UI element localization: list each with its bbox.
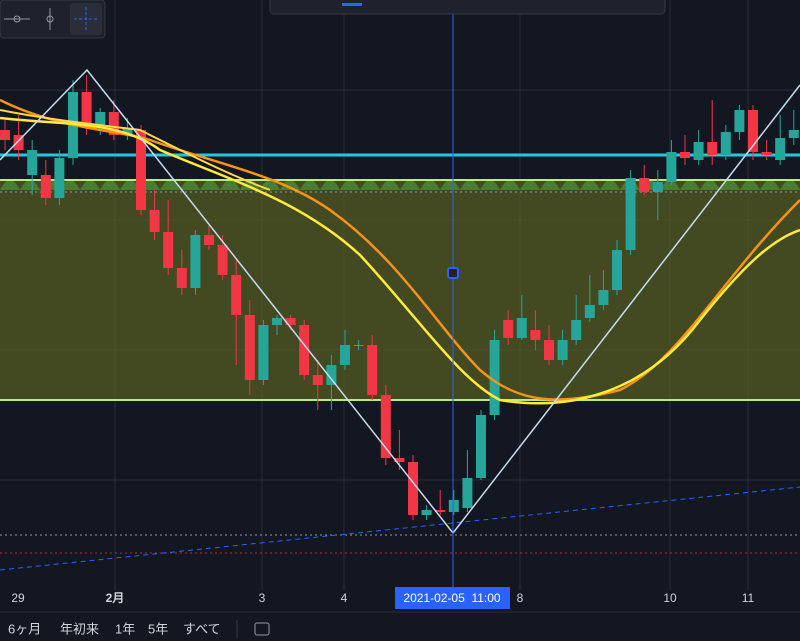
candle-body [312, 375, 323, 385]
moving-average [0, 116, 800, 405]
candle-body [612, 250, 622, 290]
candle-body [122, 128, 133, 135]
x-tick-label: 29 [11, 591, 25, 605]
moving-average [0, 109, 271, 191]
candle-body [625, 178, 636, 250]
candle-body [40, 175, 51, 198]
candle-body [176, 268, 187, 288]
candle-body [516, 318, 527, 338]
candle-body [272, 318, 282, 325]
candle-body [95, 112, 106, 125]
candle-body [81, 92, 92, 125]
candle-body [149, 210, 160, 232]
candle-body [503, 320, 514, 338]
anchor-handle[interactable] [447, 267, 459, 279]
candle-body [639, 178, 650, 192]
candle-body [0, 130, 10, 140]
candle-body [476, 415, 486, 478]
candle-body [285, 318, 296, 325]
candle-body [584, 305, 595, 318]
x-tick-label: 10 [663, 591, 677, 605]
range-button[interactable]: 年初来 [60, 621, 99, 636]
x-tick-label: 4 [341, 591, 348, 605]
candle-body [652, 182, 663, 192]
candle-body [571, 320, 582, 340]
candle-body [693, 142, 704, 160]
candle-body [13, 135, 24, 150]
range-button[interactable]: すべて [183, 621, 221, 636]
candle-body [788, 130, 799, 138]
candle-body [408, 462, 418, 515]
candle-body [163, 232, 174, 268]
zigzag [0, 68, 800, 535]
x-tick-label: 2月 [106, 591, 125, 605]
candle-body [557, 340, 568, 360]
candle-body [54, 158, 65, 198]
candle-body [217, 245, 228, 275]
candle-body [462, 478, 473, 508]
candle-body [136, 130, 146, 210]
candle-body [761, 152, 772, 155]
x-labels: 29 2月 3 4 8 10 11 [11, 591, 754, 605]
candle-body [231, 275, 242, 315]
candle-body [190, 235, 201, 288]
candle-body [353, 345, 364, 346]
candle-body [258, 325, 269, 380]
candle-body [380, 395, 391, 458]
candle-body [544, 340, 554, 360]
candle-body [27, 150, 38, 175]
candle-body [108, 112, 119, 135]
range-button[interactable]: 5年 [148, 621, 168, 636]
x-tick-label: 8 [517, 591, 524, 605]
candle-body [326, 365, 337, 385]
crosshair-label-box [395, 587, 510, 609]
range-button[interactable]: 6ヶ月 [8, 621, 41, 636]
range-buttons: 6ヶ月 年初来 1年 5年 すべて [8, 621, 221, 636]
date-range-icon[interactable] [254, 622, 270, 636]
toolbar-icons [4, 3, 102, 35]
candle-body [598, 290, 609, 305]
crosshair-label: 2021-02-05 11:00 [403, 591, 501, 605]
toolbar-active [342, 3, 362, 6]
candle-body [748, 110, 758, 152]
trend-line [0, 486, 800, 571]
candle-body [340, 345, 350, 365]
candle-body [435, 510, 446, 512]
candle-body [489, 340, 500, 415]
top-toolbar [269, 0, 666, 15]
candle-body [720, 132, 731, 155]
candle-body [299, 325, 310, 375]
candle-body [680, 152, 690, 158]
candle-body [530, 330, 541, 340]
candle-body [666, 152, 677, 182]
candle-body [707, 142, 718, 155]
candle-body [394, 458, 405, 462]
x-tick-label: 3 [259, 591, 266, 605]
zone [0, 180, 800, 400]
candle-body [204, 235, 214, 245]
candle-body [421, 510, 432, 515]
candle-body [734, 110, 745, 132]
candle-body [244, 315, 255, 380]
candle-body [775, 138, 786, 160]
candle-body [367, 345, 378, 395]
candle-body [448, 500, 459, 512]
range-button[interactable]: 1年 [115, 621, 135, 636]
x-tick-label: 11 [742, 591, 755, 605]
